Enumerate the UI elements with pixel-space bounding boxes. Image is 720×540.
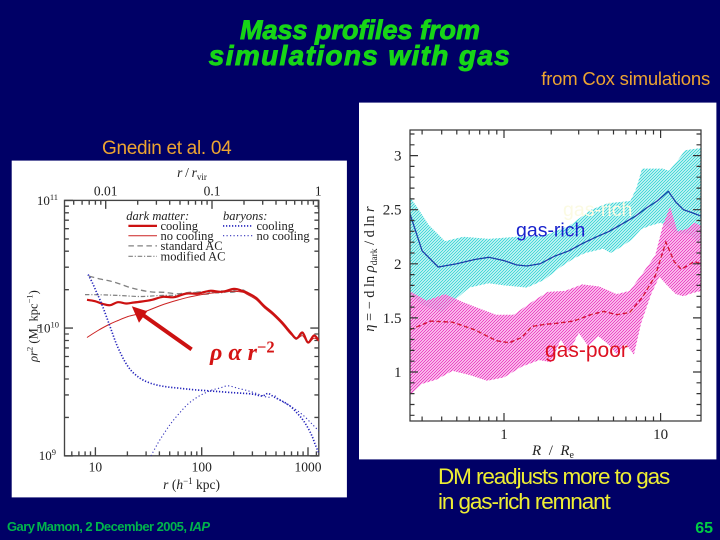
- svg-text:standard AC: standard AC: [161, 239, 223, 253]
- svg-text:cooling: cooling: [161, 219, 199, 233]
- svg-text:1000: 1000: [295, 460, 322, 475]
- svg-text:gas-poor: gas-poor: [545, 339, 628, 362]
- svg-text:η = − d ln ρdark / d ln r: η = − d ln ρdark / d ln r: [362, 206, 380, 332]
- svg-text:gas-rich: gas-rich: [516, 220, 585, 242]
- svg-text:2: 2: [394, 257, 402, 273]
- svg-text:no cooling: no cooling: [257, 229, 311, 243]
- svg-text:gas-rich: gas-rich: [563, 199, 632, 221]
- svg-text:0.01: 0.01: [94, 184, 118, 199]
- svg-text:109: 109: [39, 447, 56, 463]
- svg-text:1: 1: [394, 365, 402, 381]
- svg-text:1.5: 1.5: [383, 311, 402, 327]
- svg-text:1: 1: [315, 184, 322, 199]
- svg-text:1: 1: [500, 427, 508, 443]
- svg-text:3: 3: [394, 149, 402, 165]
- svg-text:R / Re: R / Re: [531, 443, 575, 461]
- svg-text:ρ α r−2: ρ α r−2: [209, 338, 275, 367]
- svg-text:100: 100: [192, 460, 213, 475]
- svg-text:dark matter:: dark matter:: [126, 209, 189, 223]
- svg-text:r (h−1 kpc): r (h−1 kpc): [163, 476, 220, 492]
- svg-text:ρr2 (Mo kpc−1): ρr2 (Mo kpc−1): [25, 290, 43, 363]
- svg-text:baryons:: baryons:: [223, 209, 267, 223]
- svg-text:10: 10: [653, 427, 668, 443]
- svg-text:no cooling: no cooling: [161, 229, 215, 243]
- svg-text:2.5: 2.5: [383, 203, 402, 219]
- svg-text:0.1: 0.1: [204, 184, 221, 199]
- svg-text:10: 10: [89, 460, 103, 475]
- svg-text:modified AC: modified AC: [161, 250, 226, 264]
- svg-text:cooling: cooling: [257, 219, 295, 233]
